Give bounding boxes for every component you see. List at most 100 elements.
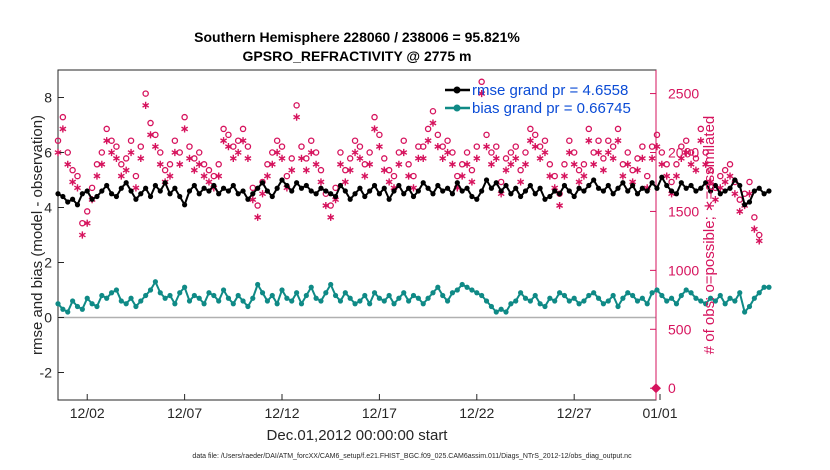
bias-marker (298, 301, 305, 307)
obs-possible-marker (303, 155, 310, 162)
obs-assimilated-marker (750, 225, 758, 233)
obs-assimilated-marker (117, 172, 125, 180)
obs-assimilated-marker (726, 172, 734, 180)
bias-marker (537, 301, 543, 307)
bias-marker (347, 295, 353, 301)
obs-possible-marker (69, 166, 76, 174)
bias-marker (639, 295, 645, 301)
obs-assimilated-marker (531, 143, 539, 151)
rmse-marker (634, 191, 641, 197)
obs-possible-marker (575, 166, 583, 174)
bias-marker (60, 306, 66, 312)
rmse-marker (581, 188, 587, 194)
rmse-marker (182, 202, 188, 208)
rmse-marker (591, 177, 597, 183)
obs-possible-marker (371, 113, 378, 121)
obs-possible-marker (424, 125, 432, 133)
bias-marker (396, 295, 402, 301)
obs-assimilated-marker (200, 172, 208, 180)
obs-possible-marker (522, 149, 529, 156)
rmse-marker (55, 191, 61, 197)
obs-assimilated-marker (677, 154, 685, 162)
obs-possible-marker (195, 149, 203, 156)
bias-marker (547, 295, 553, 301)
bias-marker (138, 298, 144, 304)
bias-marker (673, 301, 680, 307)
obs-possible-marker (269, 149, 276, 156)
obs-assimilated-marker (648, 154, 656, 162)
rmse-marker (167, 191, 173, 197)
rmse-marker (742, 202, 748, 208)
y-left-tick-label: 0 (44, 310, 52, 326)
bias-marker (698, 298, 704, 304)
rmse-marker (89, 196, 95, 202)
bias-marker (556, 290, 563, 296)
rmse-marker (177, 193, 183, 200)
bias-marker (483, 298, 490, 304)
rmse-marker (376, 191, 383, 197)
obs-possible-marker (429, 108, 437, 115)
obs-possible-series (54, 78, 763, 239)
obs-possible-marker (721, 166, 729, 174)
rmse-marker (527, 182, 533, 189)
rmse-marker (454, 180, 460, 186)
obs-possible-marker (215, 161, 222, 168)
y-right-tick-label: 1000 (668, 262, 699, 278)
obs-possible-marker (244, 143, 252, 150)
rmse-marker (659, 174, 665, 180)
obs-possible-marker (317, 166, 325, 174)
obs-possible-marker (157, 149, 164, 156)
obs-assimilated-marker (560, 172, 568, 180)
obs-assimilated-marker (619, 172, 627, 180)
bias-marker (225, 295, 232, 301)
bias-marker (167, 292, 173, 299)
obs-possible-marker (673, 161, 680, 168)
rmse-marker (401, 191, 407, 197)
obs-assimilated-marker (590, 160, 598, 168)
plot-area (57, 69, 657, 401)
obs-assimilated-marker (526, 137, 534, 145)
bias-marker (128, 295, 134, 301)
bias-marker (274, 301, 280, 307)
obs-possible-marker (74, 172, 81, 180)
rmse-marker (552, 188, 558, 194)
obs-assimilated-marker (171, 148, 179, 157)
obs-possible-marker (273, 137, 281, 144)
rmse-marker (323, 188, 329, 194)
obs-assimilated-marker (502, 166, 510, 174)
obs-assimilated-marker (205, 178, 213, 186)
obs-assimilated-marker (434, 143, 442, 151)
rmse-marker (420, 180, 426, 186)
bias-marker (172, 301, 178, 307)
obs-assimilated-marker (122, 166, 130, 174)
bias-marker (182, 284, 188, 290)
obs-possible-marker (668, 178, 675, 186)
obs-assimilated-marker (439, 154, 447, 162)
bias-marker (425, 295, 431, 301)
obs-assimilated-marker (127, 148, 135, 157)
rmse-marker (406, 185, 412, 191)
bias-marker (284, 295, 290, 301)
rmse-marker (108, 191, 115, 197)
obs-assimilated-marker (259, 190, 266, 198)
bias-marker (761, 284, 767, 290)
bias-marker (191, 292, 197, 299)
rmse-marker (756, 185, 762, 191)
rmse-marker (556, 191, 563, 197)
rmse-marker (269, 193, 275, 200)
obs-assimilated-marker (458, 172, 466, 180)
bias-marker (245, 303, 251, 310)
bias-marker (357, 298, 363, 304)
rmse-marker (84, 188, 90, 194)
bias-marker (737, 290, 743, 296)
bias-marker (664, 298, 670, 304)
bias-marker (104, 295, 110, 301)
bias-marker (649, 290, 655, 296)
obs-possible-marker (312, 149, 320, 156)
obs-possible-marker (639, 143, 646, 150)
rmse-marker (488, 185, 495, 191)
obs-possible-marker (600, 155, 607, 162)
bias-marker (742, 309, 748, 315)
bias-marker (74, 303, 81, 310)
bias-marker (566, 298, 572, 304)
